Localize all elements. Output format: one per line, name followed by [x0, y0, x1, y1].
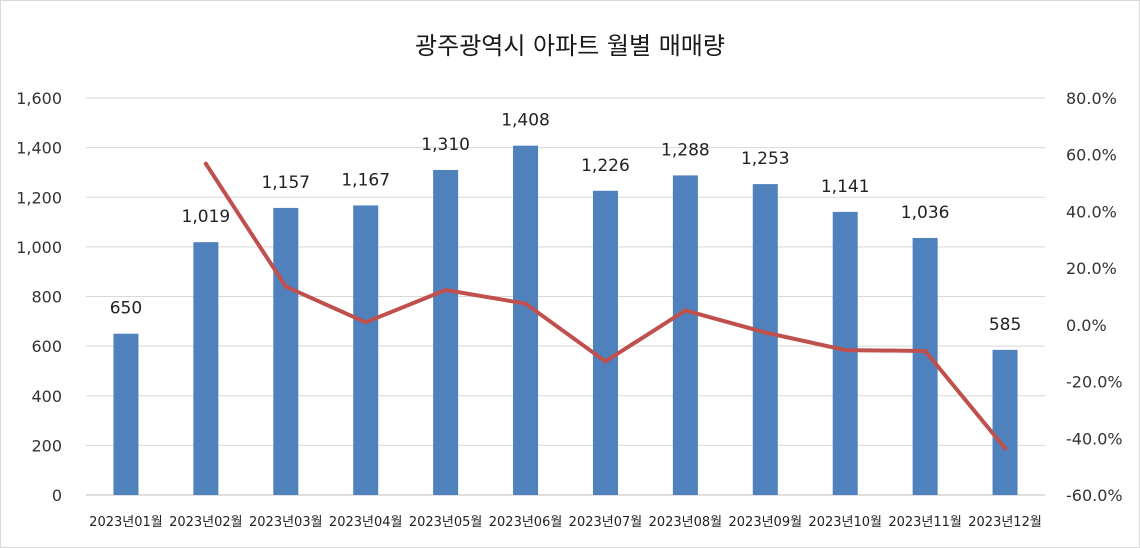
bar-data-label: 1,019: [182, 207, 231, 227]
chart-title: 광주광역시 아파트 월별 매매량: [415, 32, 725, 60]
x-tick-label: 2023년12월: [968, 515, 1042, 530]
line-series: [203, 161, 1008, 451]
line-point: [523, 301, 528, 306]
left-tick-label: 1,600: [16, 89, 62, 108]
bar: [353, 205, 379, 496]
right-tick-label: 80.0%: [1066, 89, 1117, 108]
left-tick-label: 400: [31, 387, 62, 406]
left-tick-label: 200: [31, 436, 62, 455]
bar-data-label: 585: [989, 315, 1021, 335]
gridlines: [86, 97, 1045, 496]
right-tick-label: 0.0%: [1066, 316, 1107, 335]
line-point: [203, 161, 208, 166]
bar-data-label: 650: [110, 299, 142, 319]
line-point: [283, 284, 288, 289]
x-tick-label: 2023년10월: [808, 515, 882, 530]
line-point: [923, 348, 928, 353]
x-axis: 2023년01월 2023년02월 2023년03월 2023년04월 2023년05월…: [89, 515, 1042, 530]
x-tick-label: 2023년06월: [489, 515, 563, 530]
bar-data-label: 1,157: [261, 173, 310, 193]
bar: [672, 175, 698, 496]
left-tick-label: 0: [52, 486, 62, 505]
left-tick-label: 600: [31, 337, 62, 356]
right-tick-label: -60.0%: [1066, 486, 1123, 505]
x-tick-label: 2023년08월: [649, 515, 723, 530]
line-point: [603, 359, 608, 364]
right-tick-label: 60.0%: [1066, 146, 1117, 165]
line-point: [1003, 446, 1008, 451]
x-tick-label: 2023년04월: [329, 515, 403, 530]
line-point: [443, 287, 448, 292]
data-labels: 650 1,019 1,157 1,167 1,310 1,408 1,226 1,288 1,…: [110, 111, 1022, 335]
bar: [513, 145, 539, 495]
line-point: [843, 348, 848, 353]
bar: [193, 242, 219, 495]
line-point: [683, 308, 688, 313]
bar-data-label: 1,253: [741, 149, 790, 169]
bar: [113, 333, 139, 495]
x-tick-label: 2023년11월: [888, 515, 962, 530]
bar: [912, 237, 938, 495]
line-point: [763, 330, 768, 335]
left-tick-label: 1,000: [16, 238, 62, 257]
bar: [433, 169, 459, 496]
bar-data-label: 1,310: [421, 135, 470, 155]
right-tick-label: 40.0%: [1066, 202, 1117, 221]
x-tick-label: 2023년01월: [89, 515, 163, 530]
x-tick-label: 2023년02월: [169, 515, 243, 530]
bar-data-label: 1,036: [901, 203, 950, 223]
left-tick-label: 1,200: [16, 188, 62, 207]
bar-data-label: 1,288: [661, 140, 710, 160]
right-axis: -60.0% -40.0% -20.0% 0.0% 20.0% 40.0% 60.0% 80.…: [1066, 89, 1123, 505]
x-tick-label: 2023년03월: [249, 515, 323, 530]
right-tick-label: -40.0%: [1066, 429, 1123, 448]
right-tick-label: -20.0%: [1066, 373, 1123, 392]
left-tick-label: 1,400: [16, 139, 62, 158]
bar: [992, 349, 1018, 495]
bar-data-label: 1,141: [821, 177, 870, 197]
line-point: [363, 320, 368, 325]
bar-data-label: 1,167: [341, 170, 390, 190]
bar: [752, 184, 778, 496]
bar: [832, 211, 858, 495]
bar-series: [113, 145, 1018, 496]
x-tick-label: 2023년07월: [569, 515, 643, 530]
bar-data-label: 1,408: [501, 111, 550, 131]
left-tick-label: 800: [31, 288, 62, 307]
left-axis: 0 200 400 600 800 1,000 1,200 1,400 1,600: [16, 89, 62, 505]
x-tick-label: 2023년09월: [729, 515, 803, 530]
bar: [592, 190, 618, 495]
right-tick-label: 20.0%: [1066, 259, 1117, 278]
x-tick-label: 2023년05월: [409, 515, 483, 530]
bar: [273, 207, 299, 495]
bar-data-label: 1,226: [581, 156, 630, 176]
